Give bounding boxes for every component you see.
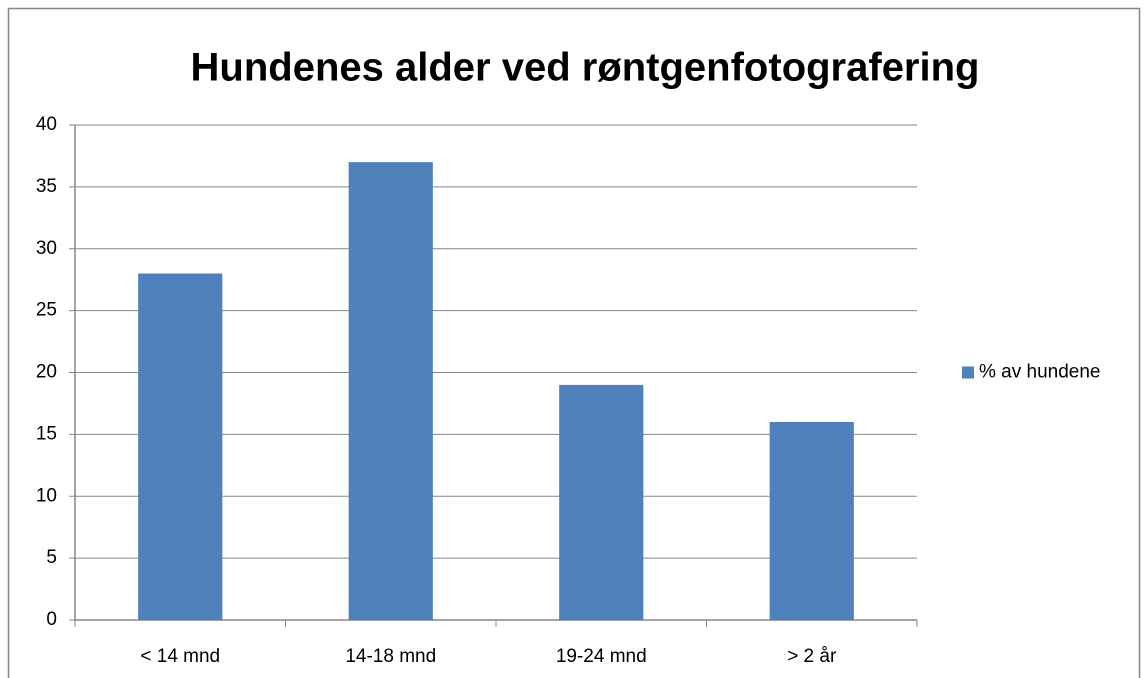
y-tick-label: 40 <box>36 114 57 135</box>
bar <box>769 422 854 620</box>
y-tick-label: 30 <box>36 238 57 259</box>
x-tick-label: < 14 mnd <box>140 646 220 667</box>
y-tick-label: 15 <box>36 423 57 444</box>
bar <box>348 162 433 620</box>
y-tick-label: 10 <box>36 485 57 506</box>
y-tick-label: 0 <box>46 609 57 630</box>
y-tick-label: 35 <box>36 176 57 197</box>
legend-label: % av hundene <box>979 362 1101 383</box>
x-tick-label: 14-18 mnd <box>345 646 436 667</box>
y-tick-label: 5 <box>46 547 57 568</box>
bar <box>559 384 644 620</box>
x-tick-label: > 2 år <box>787 646 837 667</box>
y-tick-label: 20 <box>36 362 57 383</box>
chart-title: Hundenes alder ved røntgenfotografering <box>191 46 980 90</box>
legend-swatch <box>962 366 974 379</box>
x-tick-label: 19-24 mnd <box>556 646 647 667</box>
y-tick-label: 25 <box>36 300 57 321</box>
bar <box>138 273 223 620</box>
